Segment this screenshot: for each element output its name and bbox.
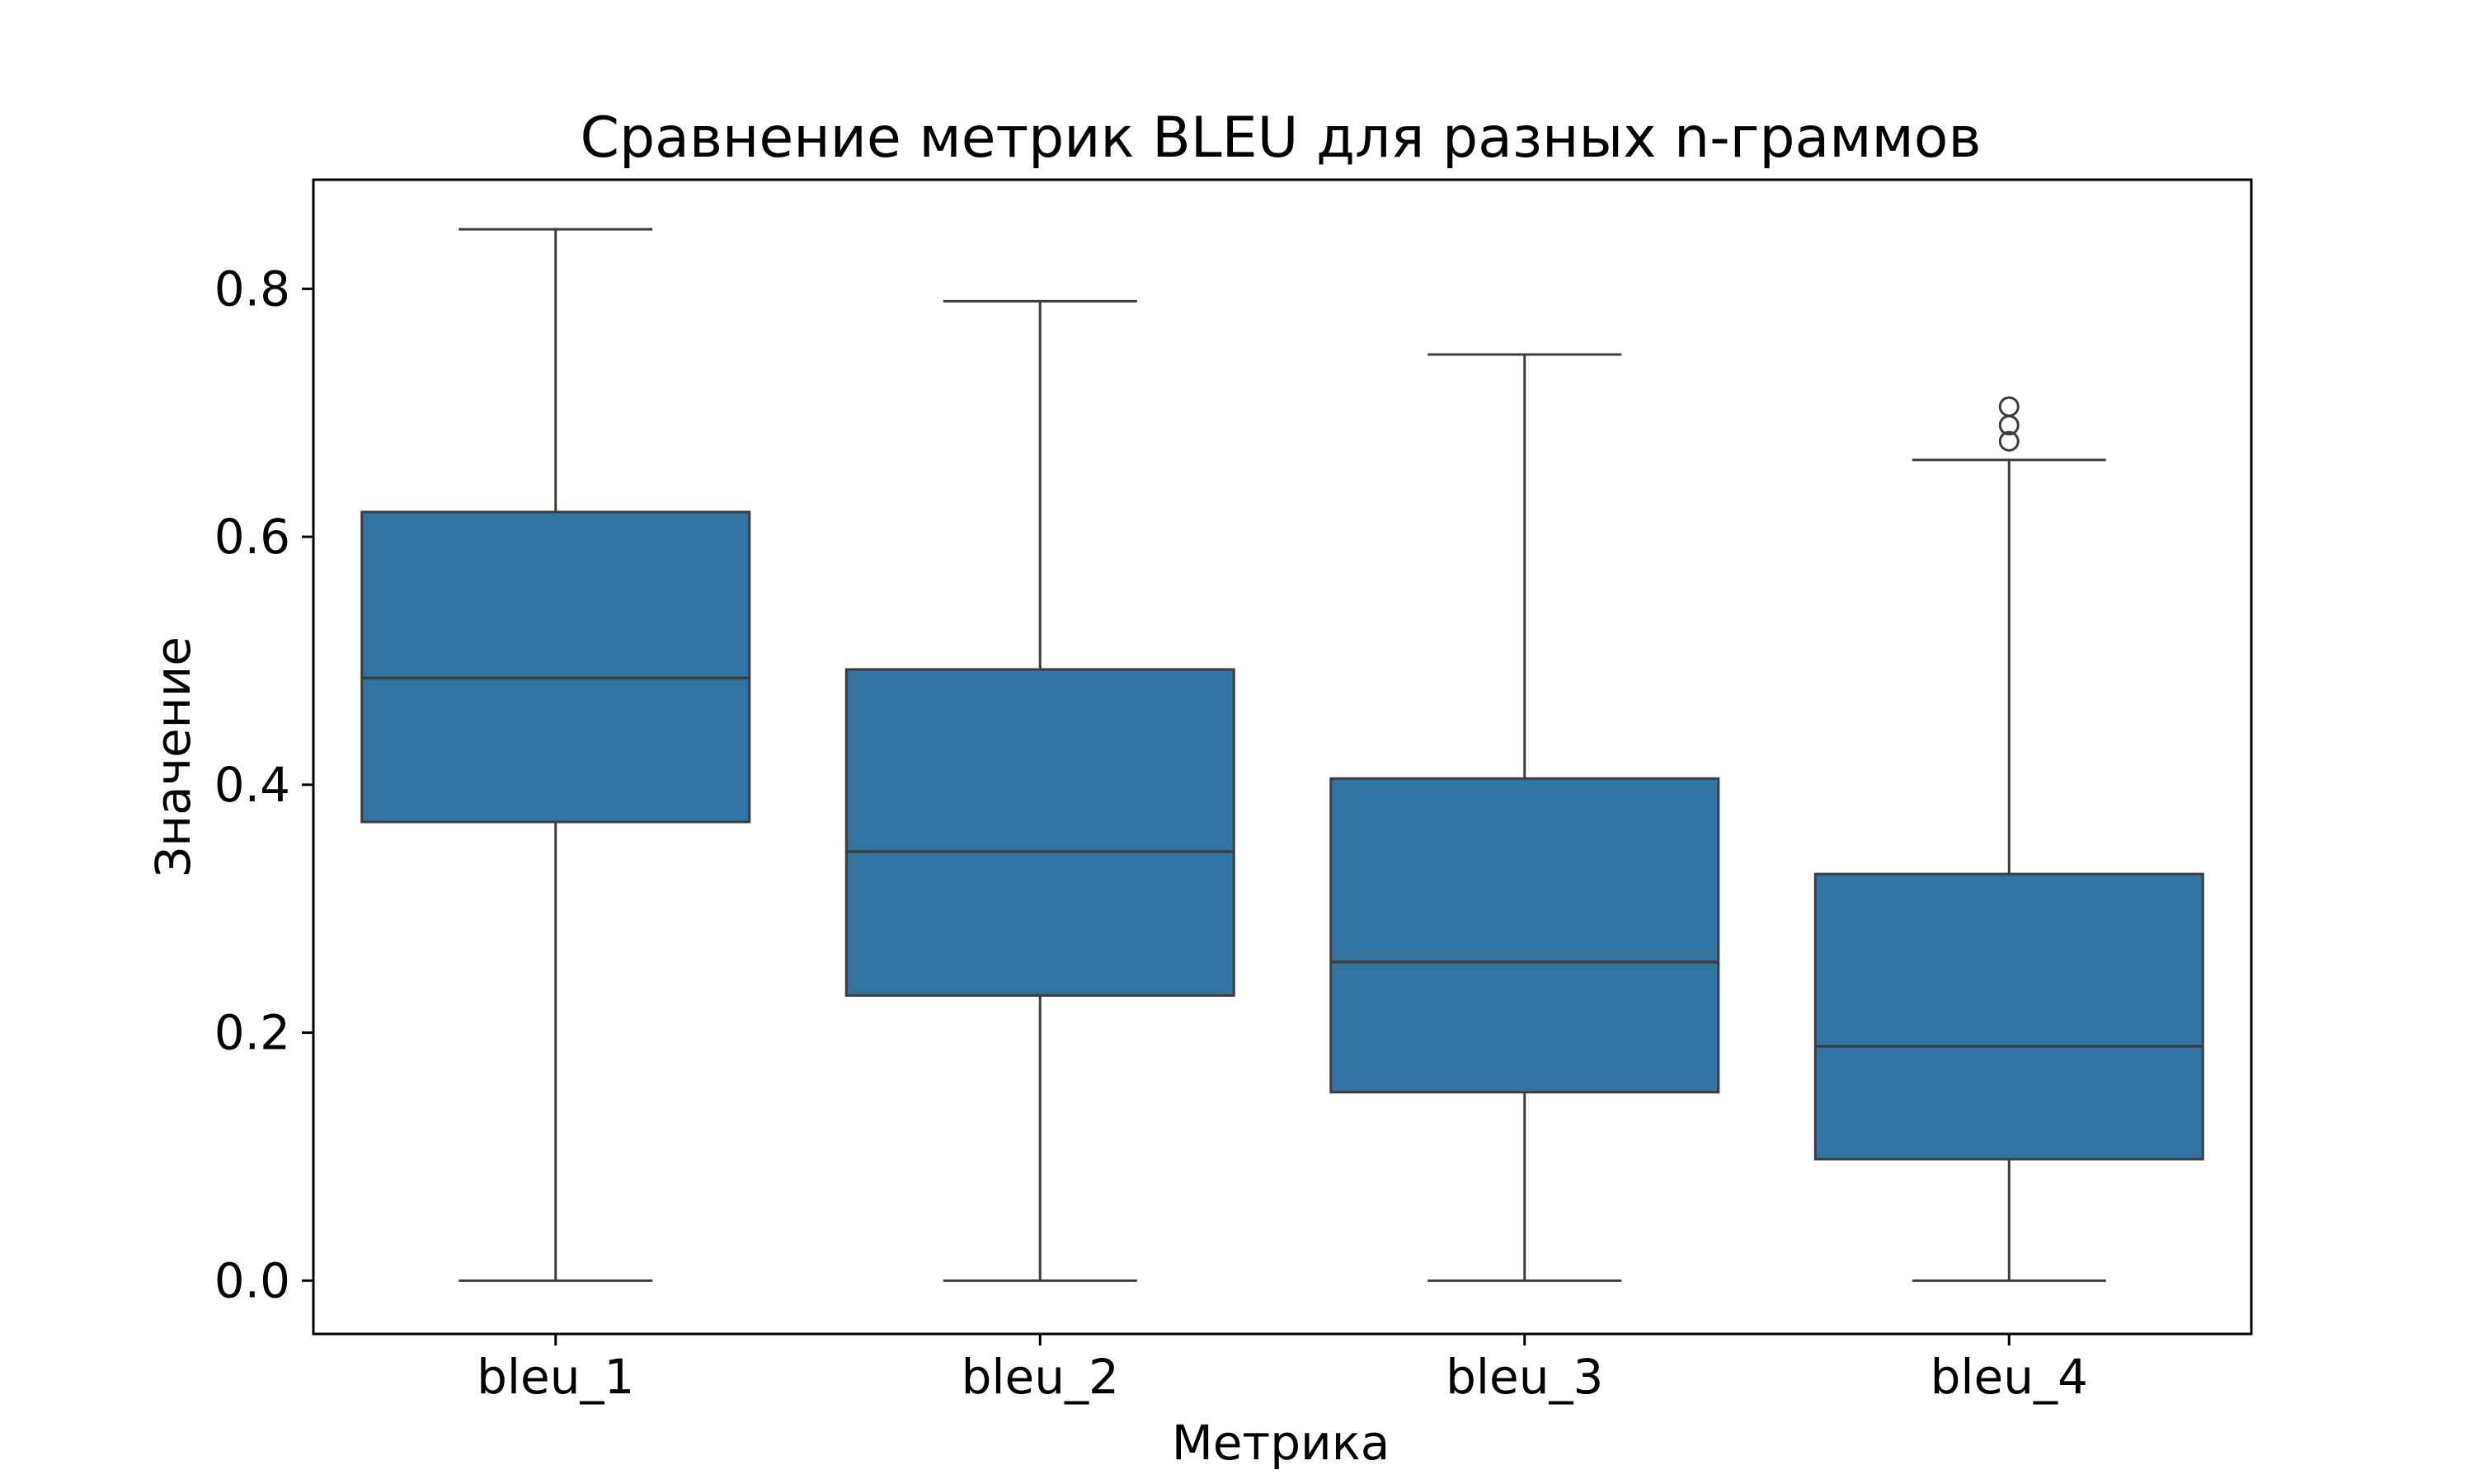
- x-tick-label: bleu_1: [477, 1349, 634, 1405]
- y-tick-label: 0.8: [214, 261, 290, 317]
- x-axis-label: Метрика: [1172, 1415, 1390, 1471]
- outlier-point: [1998, 430, 2020, 452]
- y-axis-label: Значение: [145, 636, 201, 877]
- chart-title: Сравнение метрик BLEU для разных n-грамм…: [581, 106, 1982, 171]
- x-tick-label: bleu_3: [1446, 1349, 1603, 1405]
- outlier-point: [1998, 396, 2020, 417]
- box-bleu_2: [844, 668, 1235, 997]
- y-tick-label: 0.2: [214, 1005, 290, 1061]
- axes-frame: [312, 178, 2253, 1336]
- plot-area: [360, 228, 2204, 1282]
- x-tick-label: bleu_2: [962, 1349, 1119, 1405]
- y-tick-label: 0.4: [214, 757, 290, 813]
- box-bleu_1: [360, 510, 751, 824]
- box-bleu_3: [1329, 777, 1720, 1094]
- y-tick-label: 0.0: [214, 1252, 290, 1308]
- box-group-bleu_1: [360, 228, 751, 1282]
- box-group-bleu_2: [844, 299, 1235, 1282]
- x-axis: bleu_1 bleu_2 bleu_3 bleu_4: [477, 1334, 2088, 1405]
- box-group-bleu_4: [1813, 396, 2204, 1282]
- y-axis: 0.0 0.2 0.4 0.6 0.8: [214, 261, 313, 1308]
- y-tick-label: 0.6: [214, 509, 290, 565]
- box-group-bleu_3: [1329, 353, 1720, 1282]
- box-bleu_4: [1813, 872, 2204, 1161]
- x-tick-label: bleu_4: [1931, 1349, 2088, 1405]
